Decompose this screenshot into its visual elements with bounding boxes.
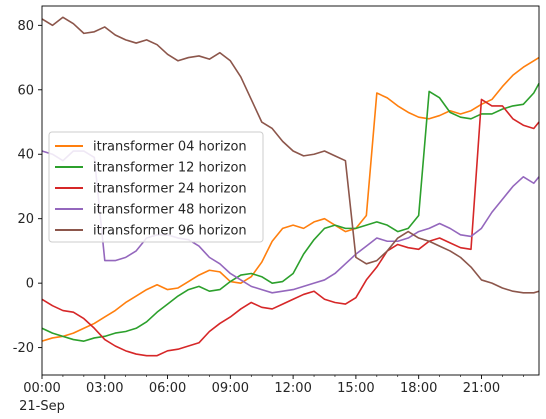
- x-tick-label-4: 12:00: [274, 381, 311, 396]
- y-tick-label-5: 80: [17, 19, 34, 34]
- x-tick-label-3: 09:00: [212, 381, 249, 396]
- legend-label-1: itransformer 12 horizon: [93, 161, 247, 176]
- y-tick-label-3: 40: [17, 148, 34, 163]
- x-tick-label-2: 06:00: [149, 381, 186, 396]
- legend: itransformer 04 horizon itransformer 12 h…: [48, 131, 264, 243]
- axes: -20 0 20 40 60 80 00:00 03:00 06:00 09:00 12:00 15:…: [13, 5, 540, 414]
- plot-frame: [41, 5, 540, 376]
- y-tick-label-1: 0: [26, 277, 34, 292]
- series-line-4: [41, 16, 540, 294]
- series-line-2: [41, 98, 540, 357]
- x-tick-label-0: 00:00: [23, 381, 60, 396]
- legend-label-0: itransformer 04 horizon: [93, 140, 247, 155]
- x-tick-label-5: 15:00: [337, 381, 374, 396]
- y-tick-label-0: -20: [13, 341, 34, 356]
- legend-box: [48, 131, 264, 243]
- series-line-0: [41, 56, 540, 342]
- y-tick-label-2: 20: [17, 212, 34, 227]
- y-tick-label-4: 60: [17, 83, 34, 98]
- x-tick-label-1: 03:00: [86, 381, 123, 396]
- legend-label-2: itransformer 24 horizon: [93, 182, 247, 197]
- x-tick-label-7: 21:00: [463, 381, 500, 396]
- series-lines: [41, 16, 540, 357]
- x-tick-label-6: 18:00: [400, 381, 437, 396]
- legend-label-3: itransformer 48 horizon: [93, 203, 247, 218]
- series-line-1: [41, 82, 540, 342]
- series-line-3: [41, 150, 540, 294]
- legend-label-4: itransformer 96 horizon: [93, 224, 247, 239]
- x-date-label: 21-Sep: [19, 399, 65, 414]
